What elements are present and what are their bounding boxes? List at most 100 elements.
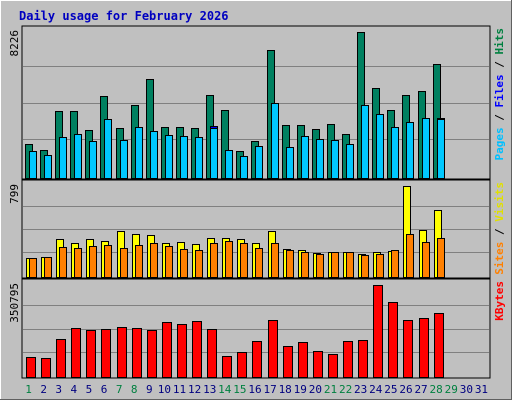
bar-pages-day-26 [406, 122, 414, 179]
panel-top: 8226 Pages / Files / Hits [8, 25, 506, 180]
legend-top-part-2: Files [493, 74, 506, 107]
y-max-label-bottom: 350795 [8, 283, 21, 323]
bar-pages-day-5 [89, 141, 97, 179]
bar-sites-day-15 [240, 243, 248, 278]
day-label-4: 4 [71, 383, 78, 396]
day-label-5: 5 [86, 383, 93, 396]
bar-sites-day-1 [29, 258, 37, 278]
day-label-29: 29 [445, 383, 458, 396]
y-max-label-middle: 799 [8, 184, 21, 204]
bar-kbytes-day-10 [162, 322, 172, 378]
bar-sites-day-6 [104, 245, 112, 278]
day-label-30: 30 [460, 383, 473, 396]
day-label-8: 8 [131, 383, 138, 396]
bar-sites-day-3 [59, 247, 67, 278]
bar-pages-day-10 [165, 135, 173, 179]
legend-bottom: KBytes [493, 281, 506, 321]
bar-kbytes-day-14 [222, 356, 232, 378]
day-label-18: 18 [279, 383, 292, 396]
chart-title: Daily usage for February 2026 [19, 9, 229, 23]
bar-kbytes-day-11 [177, 324, 187, 378]
bar-kbytes-day-24 [373, 285, 383, 378]
bar-sites-day-4 [74, 248, 82, 278]
bar-pages-day-27 [422, 118, 430, 179]
bar-kbytes-day-28 [434, 313, 444, 378]
day-label-24: 24 [369, 383, 383, 396]
bar-pages-day-28 [437, 119, 445, 179]
bar-pages-day-4 [74, 134, 82, 179]
bar-kbytes-day-1 [26, 357, 36, 378]
bar-pages-day-9 [150, 131, 158, 179]
day-label-11: 11 [173, 383, 186, 396]
legend-middle-part-2: Visits [493, 182, 506, 222]
bar-pages-day-8 [135, 127, 143, 179]
bar-sites-day-23 [361, 255, 369, 278]
legend-middle-part-1: / [493, 222, 506, 242]
legend-top: Pages / Files / Hits [493, 28, 506, 161]
legend-middle-part-0: Sites [493, 242, 506, 275]
day-label-2: 2 [40, 383, 47, 396]
day-label-27: 27 [414, 383, 427, 396]
day-label-22: 22 [339, 383, 352, 396]
bar-kbytes-day-21 [328, 354, 338, 378]
bar-kbytes-day-22 [343, 341, 353, 378]
bar-kbytes-day-25 [388, 302, 398, 378]
day-label-19: 19 [294, 383, 307, 396]
day-label-3: 3 [55, 383, 62, 396]
day-label-7: 7 [116, 383, 123, 396]
bar-sites-day-13 [210, 243, 218, 278]
bar-pages-day-11 [180, 136, 188, 179]
day-label-9: 9 [146, 383, 153, 396]
bar-kbytes-day-5 [86, 330, 96, 378]
bar-pages-day-1 [29, 151, 37, 179]
bar-kbytes-day-12 [192, 321, 202, 378]
day-label-12: 12 [188, 383, 201, 396]
day-label-26: 26 [399, 383, 412, 396]
bar-pages-day-3 [59, 137, 67, 179]
bar-pages-day-14 [225, 150, 233, 179]
day-label-21: 21 [324, 383, 337, 396]
bar-pages-day-6 [104, 119, 112, 179]
bar-pages-day-20 [316, 139, 324, 179]
bar-pages-day-23 [361, 105, 369, 179]
day-label-28: 28 [430, 383, 443, 396]
bar-sites-day-21 [331, 252, 339, 278]
bar-pages-day-2 [44, 155, 52, 179]
bar-sites-day-17 [271, 243, 279, 278]
legend-top-part-0: Pages [493, 127, 506, 160]
chart-panels: 8226 Pages / Files / Hits 799 Sites / Visit… [8, 25, 506, 379]
day-label-16: 16 [248, 383, 261, 396]
day-label-14: 14 [218, 383, 232, 396]
bar-sites-day-2 [44, 257, 52, 278]
bar-kbytes-day-26 [403, 320, 413, 378]
bar-kbytes-day-7 [117, 327, 127, 378]
bar-kbytes-day-15 [237, 352, 247, 378]
bar-sites-day-26 [406, 234, 414, 278]
panel-bottom: 350795 KBytes [8, 278, 506, 379]
bar-pages-day-12 [195, 137, 203, 179]
bar-kbytes-day-8 [132, 328, 142, 378]
bar-sites-day-22 [346, 252, 354, 278]
bar-sites-day-7 [120, 248, 128, 278]
bar-kbytes-day-9 [147, 330, 157, 378]
legend-bottom-part-0: KBytes [493, 281, 506, 321]
bar-pages-day-16 [255, 146, 263, 179]
panel-middle: 799 Sites / Visits [8, 179, 506, 279]
bar-sites-day-25 [391, 250, 399, 278]
day-label-25: 25 [384, 383, 397, 396]
legend-middle: Sites / Visits [493, 182, 506, 275]
bar-pages-day-17 [271, 103, 279, 179]
bar-sites-day-27 [422, 242, 430, 278]
bar-pages-day-13 [210, 128, 218, 179]
bar-pages-day-21 [331, 140, 339, 179]
bar-sites-day-10 [165, 246, 173, 278]
bar-pages-day-22 [346, 144, 354, 179]
bar-pages-day-15 [240, 156, 248, 179]
bar-kbytes-day-6 [101, 329, 111, 378]
day-label-23: 23 [354, 383, 367, 396]
bar-kbytes-day-18 [283, 346, 293, 378]
day-label-20: 20 [309, 383, 322, 396]
bar-sites-day-12 [195, 250, 203, 278]
bar-pages-day-25 [391, 127, 399, 179]
